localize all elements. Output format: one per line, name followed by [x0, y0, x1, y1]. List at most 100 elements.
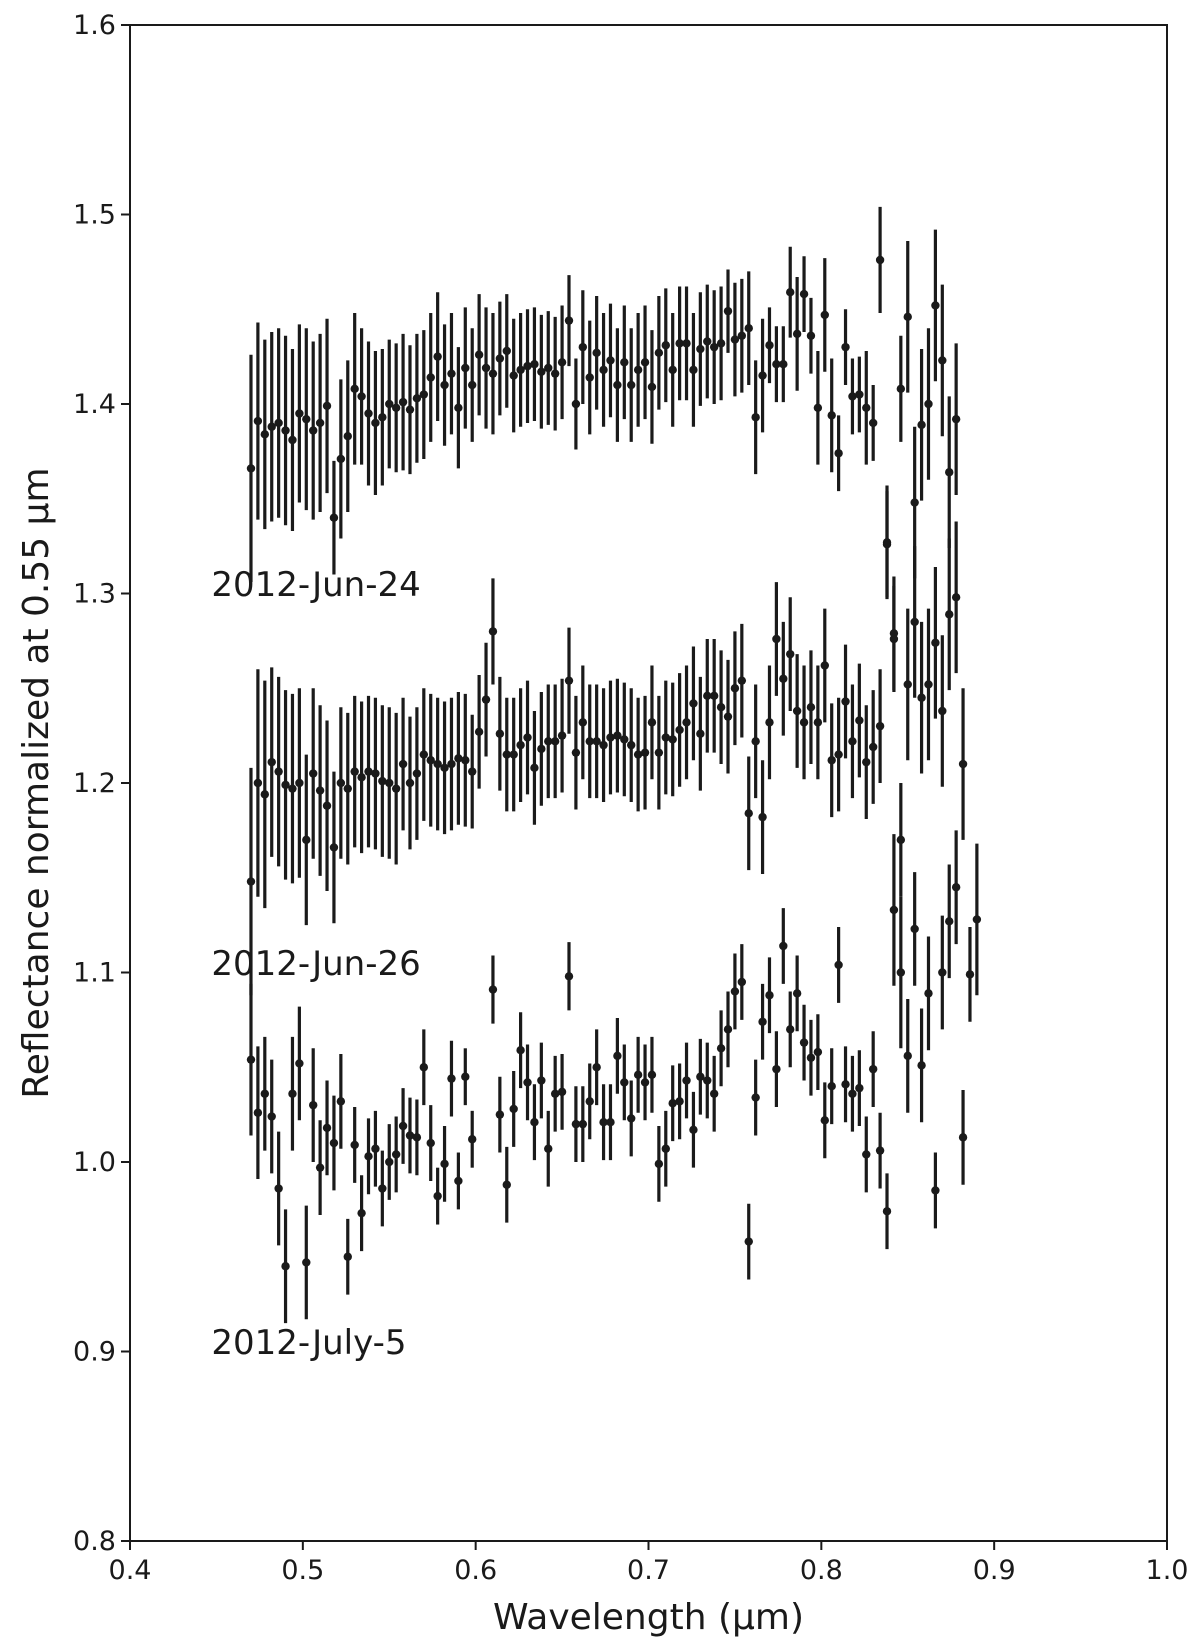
- data-point: [792, 989, 802, 998]
- data-point: [696, 729, 705, 738]
- y-tick-label: 1.0: [73, 1147, 116, 1178]
- data-point: [274, 1184, 283, 1193]
- data-point: [696, 1072, 705, 1081]
- data-point: [737, 331, 747, 340]
- series-label: 2012-July-5: [211, 1323, 406, 1363]
- data-point: [945, 468, 954, 477]
- data-point: [516, 1045, 525, 1055]
- data-point: [627, 740, 636, 750]
- data-point: [329, 513, 339, 522]
- data-point: [703, 1076, 712, 1085]
- x-axis: 0.4 0.5 0.6 0.7 0.8 0.9 1.0: [109, 1541, 1188, 1586]
- data-point: [972, 915, 982, 924]
- data-point: [716, 339, 726, 348]
- x-tick-label: 0.9: [973, 1555, 1016, 1586]
- data-point: [606, 356, 615, 365]
- series-label: 2012-Jun-24: [211, 565, 420, 605]
- data-point: [931, 301, 940, 310]
- data-point: [267, 757, 276, 767]
- data-point: [343, 432, 352, 441]
- data-point: [896, 384, 906, 394]
- data-point: [253, 416, 263, 426]
- data-point: [364, 409, 373, 418]
- data-point: [627, 1114, 636, 1123]
- data-point: [945, 610, 954, 619]
- data-point: [537, 744, 546, 754]
- data-point: [468, 767, 477, 776]
- data-point: [385, 1157, 394, 1167]
- data-point: [578, 1119, 588, 1129]
- data-point: [827, 411, 836, 420]
- data-point: [744, 324, 753, 333]
- data-point: [468, 1135, 477, 1144]
- data-point: [848, 392, 857, 401]
- data-point: [447, 1074, 456, 1083]
- data-point: [938, 356, 947, 365]
- data-point: [924, 680, 933, 689]
- data-point: [274, 767, 283, 776]
- data-point: [758, 1017, 767, 1026]
- data-point: [246, 1055, 256, 1064]
- data-point: [613, 731, 622, 740]
- data-point: [281, 426, 290, 435]
- x-tick-label: 0.7: [627, 1555, 670, 1586]
- data-point: [385, 399, 394, 409]
- data-point: [302, 1258, 311, 1267]
- data-point: [903, 680, 912, 689]
- data-point: [378, 776, 387, 786]
- data-point: [378, 413, 387, 422]
- data-point: [730, 987, 740, 996]
- data-point: [751, 737, 760, 746]
- data-point: [820, 1116, 829, 1125]
- y-tick-label: 1.1: [73, 958, 116, 989]
- data-point: [730, 684, 740, 693]
- data-point: [302, 414, 311, 424]
- data-point: [875, 721, 885, 731]
- data-point: [661, 733, 670, 742]
- data-point: [440, 763, 449, 773]
- series-0: [246, 206, 961, 693]
- data-point: [606, 733, 615, 742]
- data-point: [744, 1237, 753, 1246]
- data-point: [364, 1152, 373, 1161]
- data-point: [792, 329, 802, 339]
- data-point: [640, 358, 650, 367]
- data-point: [640, 748, 650, 757]
- data-point: [799, 718, 809, 727]
- data-point: [896, 968, 906, 977]
- data-point: [461, 756, 470, 765]
- data-point: [461, 363, 470, 373]
- data-point: [951, 593, 961, 602]
- data-point: [772, 1064, 781, 1074]
- data-point: [309, 769, 318, 778]
- data-point: [281, 780, 290, 790]
- data-point: [564, 676, 574, 685]
- data-point: [315, 418, 325, 428]
- data-point: [530, 763, 539, 773]
- series-1: [246, 485, 968, 996]
- y-tick-label: 1.4: [73, 389, 116, 420]
- data-point: [537, 1076, 546, 1085]
- data-point: [592, 737, 601, 746]
- data-point: [716, 703, 726, 712]
- data-point: [882, 538, 892, 547]
- data-point: [419, 390, 429, 399]
- data-point: [350, 767, 359, 776]
- data-point: [779, 674, 788, 683]
- data-point: [246, 877, 256, 886]
- data-point: [951, 883, 961, 892]
- data-point: [827, 756, 836, 765]
- data-point: [537, 367, 546, 376]
- data-point: [675, 725, 684, 735]
- data-point: [875, 255, 885, 265]
- data-point: [647, 382, 657, 392]
- data-point: [599, 365, 608, 375]
- data-point: [398, 1121, 408, 1131]
- data-point: [371, 418, 380, 428]
- data-point: [827, 1082, 836, 1091]
- data-point: [848, 737, 857, 746]
- data-point: [661, 1144, 670, 1153]
- y-axis: 0.8 0.9 1.0 1.1 1.2 1.3 1.4 1.5 1.6: [73, 10, 130, 1557]
- data-point: [689, 365, 698, 375]
- data-point: [433, 352, 442, 361]
